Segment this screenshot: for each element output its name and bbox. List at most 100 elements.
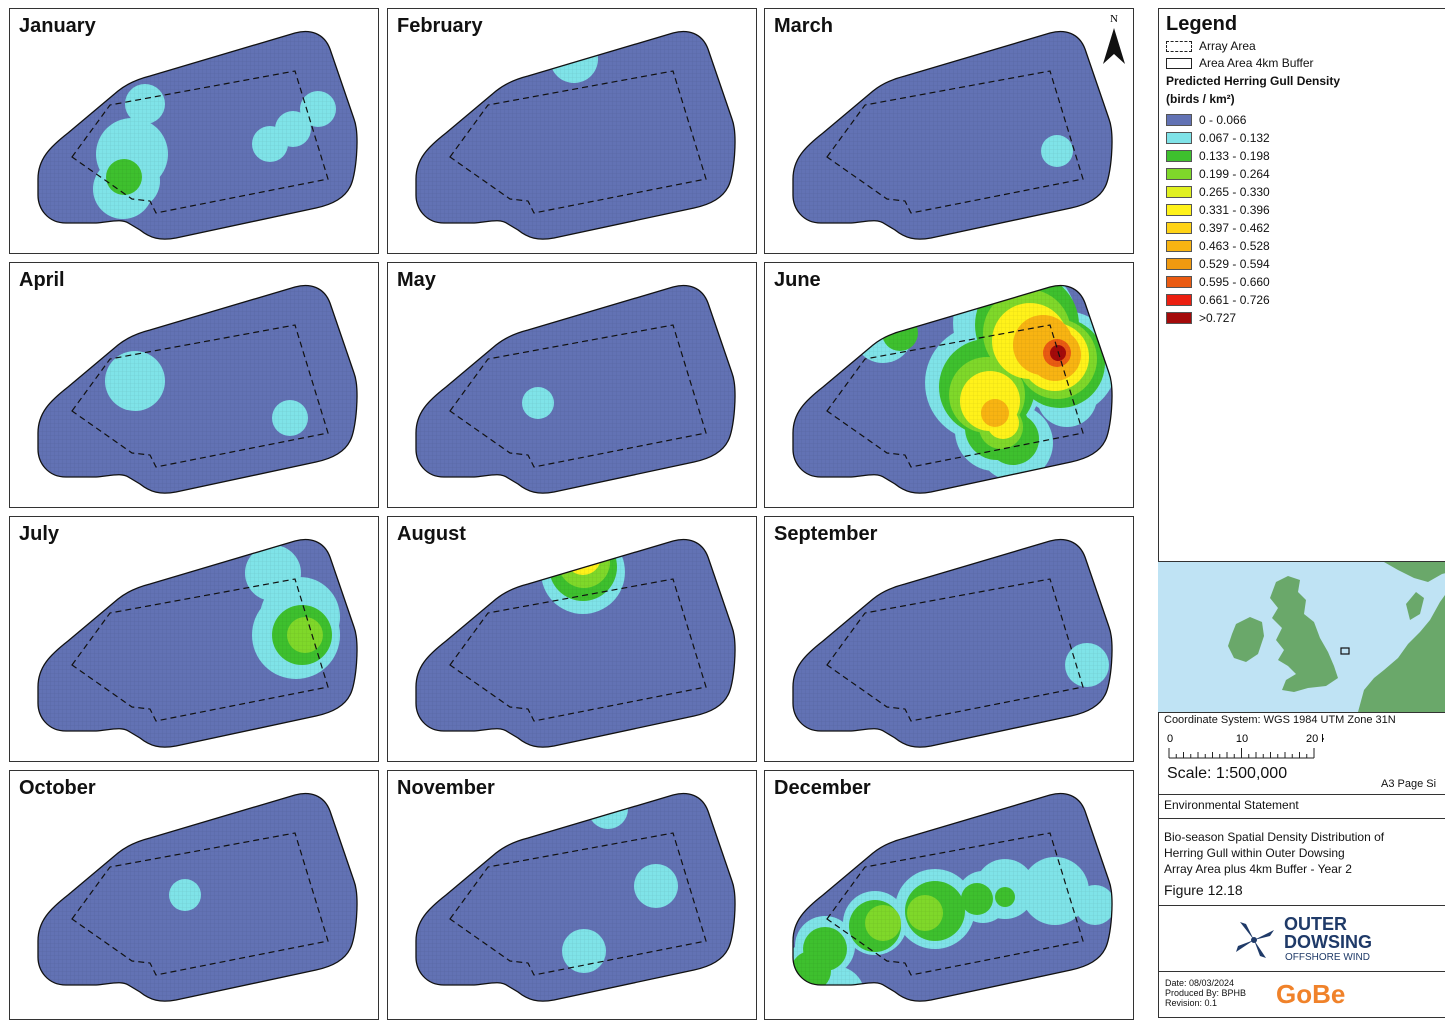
array-area-boundary (449, 832, 707, 976)
date: Date: 08/03/2024 (1165, 978, 1235, 988)
buffer-swatch (1166, 57, 1192, 69)
panel-title: July (19, 523, 60, 545)
legend-class-row: 0.199 - 0.264 (1166, 167, 1270, 181)
map-panel-february: February (387, 8, 757, 254)
panel-title: February (397, 15, 483, 37)
panel-title: August (397, 523, 466, 545)
legend-swatch (1166, 312, 1192, 324)
site-locator-marker (1340, 647, 1350, 655)
legend-swatch (1166, 150, 1192, 162)
legend-swatch (1166, 114, 1192, 126)
figure-title-line-2: Herring Gull within Outer Dowsing (1164, 846, 1345, 860)
north-arrow-icon: N (1103, 13, 1125, 64)
legend-class-row: 0.397 - 0.462 (1166, 221, 1270, 235)
legend-class-row: 0.331 - 0.396 (1166, 203, 1270, 217)
outer-dowsing-logo-icon (1236, 922, 1274, 958)
legend-class-row: 0.529 - 0.594 (1166, 257, 1270, 271)
scale-tick-10: 10 (1236, 733, 1248, 745)
array-area-swatch (1166, 40, 1192, 52)
legend-class-row: 0.265 - 0.330 (1166, 185, 1270, 199)
map-panel-april: April (9, 262, 379, 508)
legend-swatch (1166, 258, 1192, 270)
legend-class-row: 0.463 - 0.528 (1166, 239, 1270, 253)
legend-array-area: Array Area (1166, 39, 1256, 53)
revision: Revision: 0.1 (1165, 998, 1218, 1008)
density-heading: Predicted Herring Gull Density (1166, 74, 1341, 88)
legend-swatch (1166, 168, 1192, 180)
panel-title: September (774, 523, 878, 545)
legend-swatch (1166, 222, 1192, 234)
panel-title: March (774, 15, 833, 37)
page-size: A3 Page Si (1381, 778, 1437, 790)
panel-title: October (19, 777, 96, 799)
coordinate-system: Coordinate System: WGS 1984 UTM Zone 31N (1164, 714, 1396, 726)
north-label: N (1110, 13, 1118, 25)
legend-class-row: 0.595 - 0.660 (1166, 275, 1270, 289)
legend-swatch (1166, 276, 1192, 288)
array-area-boundary (826, 70, 1084, 214)
array-area-boundary (449, 324, 707, 468)
array-area-boundary (826, 578, 1084, 722)
legend-class-label: 0.661 - 0.726 (1199, 293, 1270, 307)
map-panel-august: August (387, 516, 757, 762)
legend-buffer: Area Area 4km Buffer (1166, 56, 1314, 70)
figure-title-line-3: Array Area plus 4km Buffer - Year 2 (1164, 862, 1352, 876)
legend-class-label: 0.463 - 0.528 (1199, 239, 1270, 253)
legend-swatch (1166, 186, 1192, 198)
legend-swatch (1166, 132, 1192, 144)
figure-title-line-1: Bio-season Spatial Density Distribution … (1164, 830, 1385, 844)
panel-title: November (397, 777, 495, 799)
array-area-boundary (71, 70, 329, 214)
legend-class-label: 0.331 - 0.396 (1199, 203, 1270, 217)
panel-title: January (19, 15, 96, 37)
map-panel-september: September (764, 516, 1134, 762)
scale-bar: 0 10 20 km (1167, 733, 1324, 759)
legend-class-row: 0 - 0.066 (1166, 113, 1246, 127)
buffer-label: Area Area 4km Buffer (1199, 56, 1314, 70)
logo-sub: OFFSHORE WIND (1285, 952, 1370, 963)
array-area-boundary (71, 324, 329, 468)
array-area-boundary (449, 70, 707, 214)
legend-title: Legend (1166, 13, 1238, 35)
produced-by: Produced By: BPHB (1165, 988, 1247, 998)
scale-text: Scale: 1:500,000 (1167, 765, 1288, 782)
panel-title: April (19, 269, 65, 291)
legend-class-label: 0.265 - 0.330 (1199, 185, 1270, 199)
legend-class-label: 0 - 0.066 (1199, 113, 1247, 127)
map-panel-december: December (764, 770, 1134, 1020)
legend-class-label: 0.133 - 0.198 (1199, 149, 1270, 163)
array-area-boundary (71, 832, 329, 976)
map-panel-march: March (764, 8, 1134, 254)
map-panel-july: July (9, 516, 379, 762)
array-area-boundary (826, 832, 1084, 976)
legend-class-label: 0.595 - 0.660 (1199, 275, 1270, 289)
legend-swatch (1166, 240, 1192, 252)
legend-class-label: 0.067 - 0.132 (1199, 131, 1270, 145)
map-panel-january: January (9, 8, 379, 254)
map-panel-june: June (764, 262, 1134, 508)
legend-class-label: 0.529 - 0.594 (1199, 257, 1270, 271)
panel-title: June (774, 269, 821, 291)
map-panel-may: May (387, 262, 757, 508)
legend-class-row: 0.067 - 0.132 (1166, 131, 1270, 145)
legend-swatch (1166, 294, 1192, 306)
legend-class-label: 0.397 - 0.462 (1199, 221, 1270, 235)
legend-class-label: 0.199 - 0.264 (1199, 167, 1270, 181)
legend-swatch (1166, 204, 1192, 216)
array-area-boundary (71, 578, 329, 722)
array-area-boundary (826, 324, 1084, 468)
array-area-label: Array Area (1199, 39, 1256, 53)
document-name: Environmental Statement (1164, 798, 1299, 812)
legend-class-row: 0.661 - 0.726 (1166, 293, 1270, 307)
map-panel-october: October (9, 770, 379, 1020)
scale-tick-0: 0 (1167, 733, 1173, 745)
scale-tick-20: 20 km (1306, 733, 1324, 745)
density-units: (birds / km²) (1166, 92, 1235, 106)
gobe-logo: GoBe (1276, 979, 1346, 1009)
map-panel-november: November (387, 770, 757, 1020)
figure-number: Figure 12.18 (1164, 882, 1243, 898)
legend-class-row: >0.727 (1166, 311, 1236, 325)
legend-class-row: 0.133 - 0.198 (1166, 149, 1270, 163)
legend-class-label: >0.727 (1199, 311, 1237, 325)
logo-outer: OUTER (1284, 914, 1347, 934)
